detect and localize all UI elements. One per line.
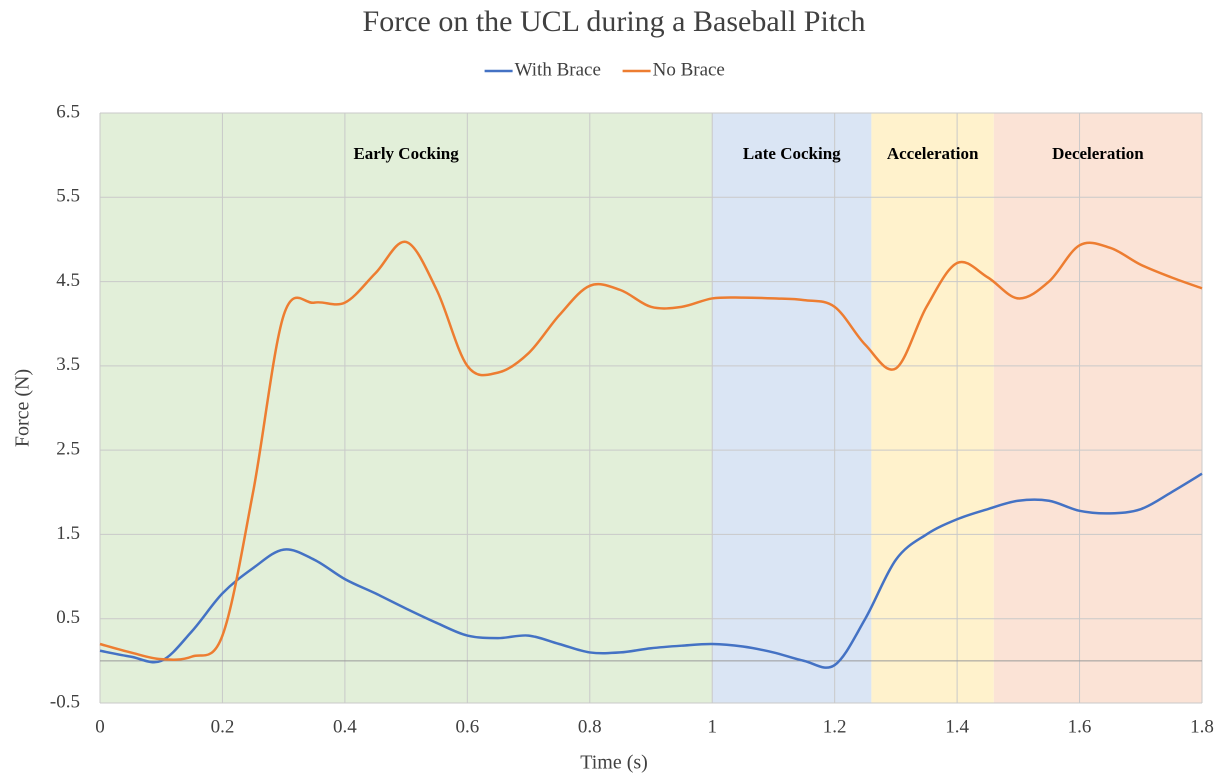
y-tick-label: -0.5 xyxy=(50,691,80,712)
y-tick-label: 3.5 xyxy=(56,354,80,375)
y-tick-label: 6.5 xyxy=(56,101,80,122)
region-label: Early Cocking xyxy=(353,144,459,163)
phase-region xyxy=(100,113,713,703)
x-tick-label: 1 xyxy=(707,716,717,737)
y-tick-label: 2.5 xyxy=(56,439,80,460)
region-label: Late Cocking xyxy=(743,144,841,163)
x-axis-title: Time (s) xyxy=(580,752,648,774)
x-tick-label: 0.2 xyxy=(211,716,235,737)
y-tick-label: 4.5 xyxy=(56,270,80,291)
y-tick-label: 0.5 xyxy=(56,607,80,628)
phase-region xyxy=(871,113,994,703)
chart-title: Force on the UCL during a Baseball Pitch xyxy=(363,5,866,38)
data-line xyxy=(99,240,1203,661)
x-tick-label: 1.6 xyxy=(1068,716,1092,737)
x-tick-label: 1.4 xyxy=(945,716,969,737)
x-tick-label: 0.8 xyxy=(578,716,602,737)
y-tick-label: 1.5 xyxy=(56,523,80,544)
data-line xyxy=(99,472,1203,669)
region-label: Acceleration xyxy=(887,144,979,163)
legend: With Brace No Brace xyxy=(484,59,725,80)
y-axis-title: Force (N) xyxy=(12,369,34,447)
legend-label: With Brace xyxy=(515,59,601,80)
x-tick-label: 1.8 xyxy=(1190,716,1214,737)
x-tick-label: 0.4 xyxy=(333,716,357,737)
x-tick-label: 0 xyxy=(95,716,105,737)
phase-region xyxy=(712,113,872,703)
legend-label: No Brace xyxy=(653,59,725,80)
x-tick-label: 1.2 xyxy=(823,716,847,737)
y-tick-label: 5.5 xyxy=(56,186,80,207)
x-tick-label: 0.6 xyxy=(455,716,479,737)
region-label: Deceleration xyxy=(1052,144,1144,163)
phase-region xyxy=(993,113,1202,703)
